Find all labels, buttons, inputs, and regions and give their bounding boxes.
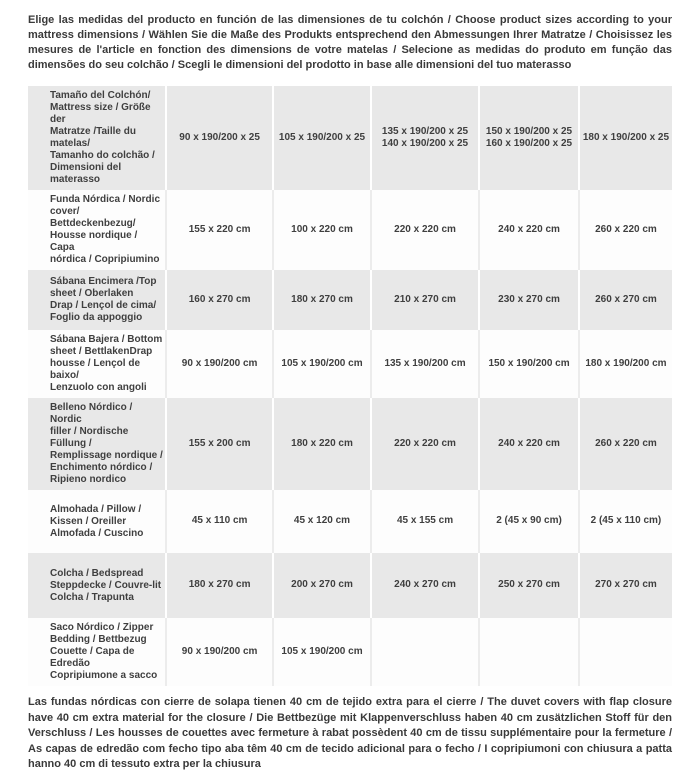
table-row-bottom-sheet: Sábana Bajera / Bottom sheet / Bettlaken… xyxy=(28,330,672,398)
size-cell: 105 x 190/200 x 25 xyxy=(272,86,370,190)
table-row-top-sheet: Sábana Encimera /Top sheet / Oberlaken D… xyxy=(28,270,672,330)
size-cell: 210 x 270 cm xyxy=(369,270,478,330)
row-label: Tamaño del Colchón/ Mattress size / Größ… xyxy=(50,90,155,185)
size-cell: 90 x 190/200 cm xyxy=(165,330,272,398)
row-label: Almohada / Pillow / Kissen / Oreiller Al… xyxy=(50,503,144,539)
size-cell: 135 x 190/200 x 25 140 x 190/200 x 25 xyxy=(369,86,478,190)
size-cell: 240 x 220 cm xyxy=(478,190,578,270)
size-cell: 105 x 190/200 cm xyxy=(272,618,370,686)
table-row-nordic-cover: Funda Nórdica / Nordic cover/ Bettdecken… xyxy=(28,190,672,270)
size-cell: 250 x 270 cm xyxy=(478,553,578,618)
size-cell: 240 x 220 cm xyxy=(478,398,578,490)
table-row-zipper-bedding: Saco Nórdico / Zipper Bedding / Bettbezu… xyxy=(28,618,672,686)
size-cell: 260 x 220 cm xyxy=(577,190,672,270)
row-label: Colcha / Bedspread Steppdecke / Couvre-l… xyxy=(50,567,162,603)
size-cell: 180 x 220 cm xyxy=(272,398,370,490)
size-cell: 260 x 270 cm xyxy=(577,270,672,330)
size-cell: 200 x 270 cm xyxy=(272,553,370,618)
size-cell: 45 x 120 cm xyxy=(272,490,370,553)
size-cell: 230 x 270 cm xyxy=(478,270,578,330)
size-cell: 105 x 190/200 cm xyxy=(272,330,370,398)
table-row-nordic-filler: Belleno Nórdico / Nordic filler / Nordis… xyxy=(28,398,672,490)
size-cell: 150 x 190/200 cm xyxy=(478,330,578,398)
size-cell: 240 x 270 cm xyxy=(369,553,478,618)
size-cell: 220 x 220 cm xyxy=(369,190,478,270)
size-cell: 45 x 155 cm xyxy=(369,490,478,553)
size-cell xyxy=(369,618,478,686)
product-size-guide: Elige las medidas del producto en funció… xyxy=(28,14,672,770)
row-label: Sábana Encimera /Top sheet / Oberlaken D… xyxy=(50,276,157,323)
size-cell: 90 x 190/200 cm xyxy=(165,618,272,686)
size-cell: 2 (45 x 110 cm) xyxy=(577,490,672,553)
size-cell: 155 x 220 cm xyxy=(165,190,272,270)
footer-note: Las fundas nórdicas con cierre de solapa… xyxy=(28,696,672,770)
table-row-pillow: Almohada / Pillow / Kissen / Oreiller Al… xyxy=(28,490,672,553)
size-cell: 220 x 220 cm xyxy=(369,398,478,490)
size-cell: 180 x 190/200 cm xyxy=(577,330,672,398)
row-label: Sábana Bajera / Bottom sheet / Bettlaken… xyxy=(50,334,163,393)
row-label: Saco Nórdico / Zipper Bedding / Bettbezu… xyxy=(50,622,158,681)
row-label: Belleno Nórdico / Nordic filler / Nordis… xyxy=(50,402,163,485)
size-cell: 45 x 110 cm xyxy=(165,490,272,553)
size-cell: 260 x 220 cm xyxy=(577,398,672,490)
size-cell: 160 x 270 cm xyxy=(165,270,272,330)
size-cell xyxy=(478,618,578,686)
header-instructions: Elige las medidas del producto en funció… xyxy=(28,14,672,71)
table-row-mattress-size: Tamaño del Colchón/ Mattress size / Größ… xyxy=(28,86,672,190)
size-cell: 100 x 220 cm xyxy=(272,190,370,270)
size-cell: 180 x 270 cm xyxy=(165,553,272,618)
size-table: Tamaño del Colchón/ Mattress size / Größ… xyxy=(28,86,672,686)
size-cell: 90 x 190/200 x 25 xyxy=(165,86,272,190)
size-cell: 150 x 190/200 x 25 160 x 190/200 x 25 xyxy=(478,86,578,190)
size-cell: 135 x 190/200 cm xyxy=(369,330,478,398)
table-row-bedspread: Colcha / Bedspread Steppdecke / Couvre-l… xyxy=(28,553,672,618)
size-cell xyxy=(577,618,672,686)
size-cell: 155 x 200 cm xyxy=(165,398,272,490)
row-label: Funda Nórdica / Nordic cover/ Bettdecken… xyxy=(50,194,161,265)
size-cell: 270 x 270 cm xyxy=(577,553,672,618)
size-cell: 2 (45 x 90 cm) xyxy=(478,490,578,553)
size-cell: 180 x 270 cm xyxy=(272,270,370,330)
size-cell: 180 x 190/200 x 25 xyxy=(577,86,672,190)
